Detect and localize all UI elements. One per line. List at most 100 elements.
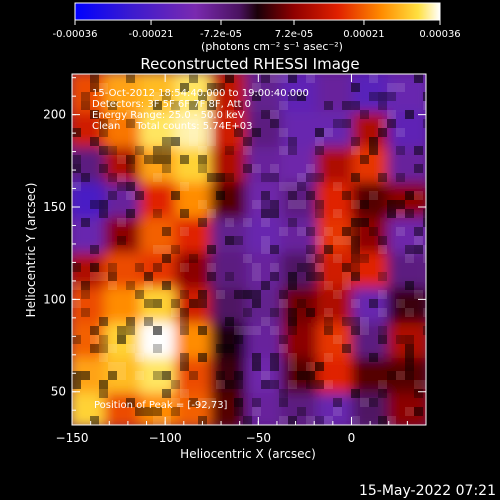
- texture-pixel: [234, 236, 243, 245]
- texture-pixel: [153, 263, 162, 272]
- texture-pixel: [279, 128, 288, 137]
- texture-pixel: [279, 182, 288, 191]
- texture-pixel: [306, 308, 315, 317]
- texture-pixel: [378, 335, 387, 344]
- texture-pixel: [108, 119, 117, 128]
- texture-pixel: [198, 416, 207, 425]
- texture-pixel: [189, 299, 198, 308]
- texture-pixel: [252, 83, 261, 92]
- texture-pixel: [198, 290, 207, 299]
- texture-pixel: [405, 371, 414, 380]
- texture-pixel: [423, 92, 426, 101]
- texture-pixel: [72, 371, 81, 380]
- texture-pixel: [144, 344, 153, 353]
- texture-pixel: [72, 155, 81, 164]
- texture-pixel: [306, 227, 315, 236]
- texture-pixel: [423, 101, 426, 110]
- texture-pixel: [360, 326, 369, 335]
- texture-pixel: [252, 407, 261, 416]
- texture-pixel: [261, 74, 270, 83]
- heatmap-cell: [316, 176, 359, 218]
- texture-pixel: [270, 209, 279, 218]
- texture-pixel: [315, 146, 324, 155]
- y-tick-label: 100: [43, 292, 66, 306]
- texture-pixel: [162, 155, 171, 164]
- texture-pixel: [72, 182, 81, 191]
- texture-pixel: [261, 209, 270, 218]
- heatmap-cell: [139, 211, 182, 253]
- texture-pixel: [297, 263, 306, 272]
- texture-pixel: [234, 101, 243, 110]
- texture-pixel: [81, 218, 90, 227]
- texture-pixel: [126, 182, 135, 191]
- texture-pixel: [297, 299, 306, 308]
- texture-pixel: [180, 362, 189, 371]
- texture-pixel: [279, 74, 288, 83]
- texture-pixel: [252, 326, 261, 335]
- heatmap-cell: [139, 281, 182, 323]
- texture-pixel: [108, 173, 117, 182]
- texture-pixel: [288, 137, 297, 146]
- texture-pixel: [378, 290, 387, 299]
- texture-pixel: [126, 110, 135, 119]
- heatmap-texture: [72, 74, 426, 425]
- footer-date: 15-May-2022 07:21: [359, 483, 496, 499]
- texture-pixel: [288, 200, 297, 209]
- texture-pixel: [171, 407, 180, 416]
- texture-pixel: [144, 299, 153, 308]
- texture-pixel: [126, 191, 135, 200]
- heatmap-cell: [72, 281, 111, 323]
- texture-pixel: [351, 227, 360, 236]
- texture-pixel: [297, 173, 306, 182]
- texture-pixel: [378, 128, 387, 137]
- texture-pixel: [423, 245, 426, 254]
- texture-pixel: [108, 344, 117, 353]
- heatmap-cell: [175, 351, 217, 393]
- heatmap-cell: [387, 246, 426, 288]
- heatmap-cell: [246, 106, 288, 148]
- texture-pixel: [180, 83, 189, 92]
- texture-pixel: [396, 371, 405, 380]
- texture-pixel: [117, 335, 126, 344]
- texture-pixel: [288, 362, 297, 371]
- heatmap-cell: [387, 386, 426, 425]
- texture-pixel: [234, 407, 243, 416]
- texture-pixel: [207, 137, 216, 146]
- heatmap-cell: [352, 176, 394, 218]
- texture-pixel: [279, 146, 288, 155]
- texture-pixel: [315, 200, 324, 209]
- texture-pixel: [261, 245, 270, 254]
- texture-pixel: [171, 101, 180, 110]
- texture-pixel: [279, 299, 288, 308]
- texture-pixel: [81, 173, 90, 182]
- texture-pixel: [162, 92, 171, 101]
- texture-pixel: [252, 299, 261, 308]
- texture-pixel: [171, 299, 180, 308]
- texture-pixel: [216, 344, 225, 353]
- texture-pixel: [315, 263, 324, 272]
- texture-pixel: [171, 308, 180, 317]
- texture-pixel: [225, 173, 234, 182]
- texture-pixel: [333, 254, 342, 263]
- texture-pixel: [333, 398, 342, 407]
- texture-pixel: [252, 272, 261, 281]
- texture-pixel: [90, 263, 99, 272]
- texture-pixel: [297, 182, 306, 191]
- texture-pixel: [378, 308, 387, 317]
- texture-pixel: [243, 326, 252, 335]
- x-tick-label: 0: [348, 431, 356, 445]
- texture-pixel: [405, 245, 414, 254]
- texture-pixel: [234, 398, 243, 407]
- texture-pixel: [153, 299, 162, 308]
- heatmap-cell: [175, 106, 217, 148]
- texture-pixel: [225, 74, 234, 83]
- texture-pixel: [99, 146, 108, 155]
- texture-pixel: [90, 83, 99, 92]
- texture-pixel: [360, 317, 369, 326]
- texture-pixel: [351, 200, 360, 209]
- texture-pixel: [126, 317, 135, 326]
- texture-pixel: [405, 209, 414, 218]
- texture-pixel: [315, 236, 324, 245]
- heatmap-cell: [72, 386, 111, 425]
- texture-pixel: [189, 101, 198, 110]
